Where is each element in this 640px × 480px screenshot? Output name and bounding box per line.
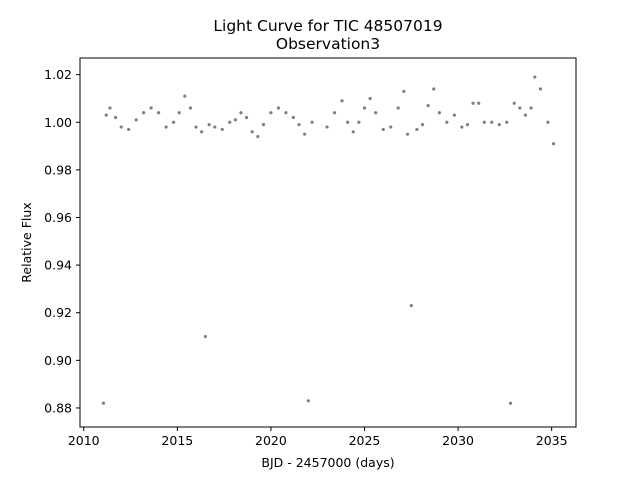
data-point [396,106,400,110]
data-point [220,127,224,132]
data-point [183,94,187,98]
data-point [346,120,350,124]
data-point [432,87,436,91]
data-point [420,123,425,127]
data-point [445,120,449,124]
data-point [437,111,441,115]
data-point [325,125,329,129]
y-tick-label: 1.00 [44,115,72,130]
data-point [261,123,266,127]
data-point [415,127,419,132]
data-point [108,106,112,110]
y-tick-label: 0.94 [44,258,72,273]
data-point [142,111,146,115]
data-point [188,106,193,110]
data-point [471,101,475,105]
data-point [482,120,486,124]
data-point [460,125,464,129]
data-point [228,120,232,124]
data-point [426,104,430,108]
data-point [512,101,516,105]
data-point [101,401,105,405]
data-point [119,125,123,129]
data-point [405,132,410,136]
data-point [374,111,378,115]
x-tick-label: 2010 [68,433,100,448]
y-axis-label: Relative Flux [19,202,34,282]
data-point [244,115,249,120]
data-point [291,115,295,120]
data-point [546,120,550,124]
data-point [518,106,522,110]
data-point [389,125,393,129]
data-point [113,115,118,120]
x-tick-label: 2030 [442,433,474,448]
y-axis-ticks: 0.88 0.90 0.92 0.94 0.96 0.98 1.00 1.02 [44,67,80,415]
data-point [508,401,513,405]
data-point [340,99,344,103]
data-point [490,120,494,124]
data-point [497,123,501,127]
y-tick-label: 0.96 [44,210,72,225]
y-tick-label: 0.98 [44,162,72,177]
data-point [276,106,280,110]
data-point [351,130,355,134]
y-tick-label: 1.02 [44,67,72,82]
data-point [409,303,413,308]
data-point [477,101,481,105]
data-point [213,125,217,129]
plot-frame [79,57,577,428]
data-point [368,96,372,101]
y-tick-label: 0.90 [44,353,72,368]
x-tick-label: 2020 [255,433,287,448]
data-point [297,123,301,127]
chart-subtitle: Observation3 [276,35,380,53]
data-point [157,111,161,115]
data-point [164,125,168,129]
data-point [269,111,273,115]
data-point [250,130,254,134]
data-points [101,75,556,405]
data-point [533,75,537,79]
data-point [134,118,138,122]
data-point [310,120,314,124]
y-tick-label: 0.92 [44,305,72,320]
data-point [171,120,176,124]
data-point [538,87,543,91]
x-tick-label: 2025 [349,433,381,448]
data-point [127,127,131,132]
data-point [402,89,406,93]
data-point [381,127,385,132]
chart-title: Light Curve for TIC 48507019 [213,17,442,35]
data-point [362,106,367,110]
x-axis-ticks: 2010 2015 2020 2025 2030 2035 [68,427,568,448]
data-point [529,106,533,110]
data-point [177,111,181,115]
data-point [149,106,153,110]
data-point [357,120,361,124]
data-point [551,142,556,146]
data-point [104,113,108,117]
data-point [200,130,204,134]
data-point [239,111,243,115]
data-point [332,111,337,115]
data-point [284,111,288,115]
data-point [233,118,237,122]
data-point [452,113,456,117]
data-point [523,113,528,117]
data-point [465,123,470,127]
data-point [203,334,207,339]
data-point [207,123,211,127]
x-axis-label: BJD - 2457000 (days) [261,455,394,470]
data-point [194,125,198,129]
data-point [505,120,509,124]
data-point [306,399,310,403]
x-tick-label: 2015 [161,433,193,448]
data-point [303,132,307,136]
data-point [256,134,260,139]
x-tick-label: 2035 [536,433,568,448]
y-tick-label: 0.88 [44,400,72,415]
